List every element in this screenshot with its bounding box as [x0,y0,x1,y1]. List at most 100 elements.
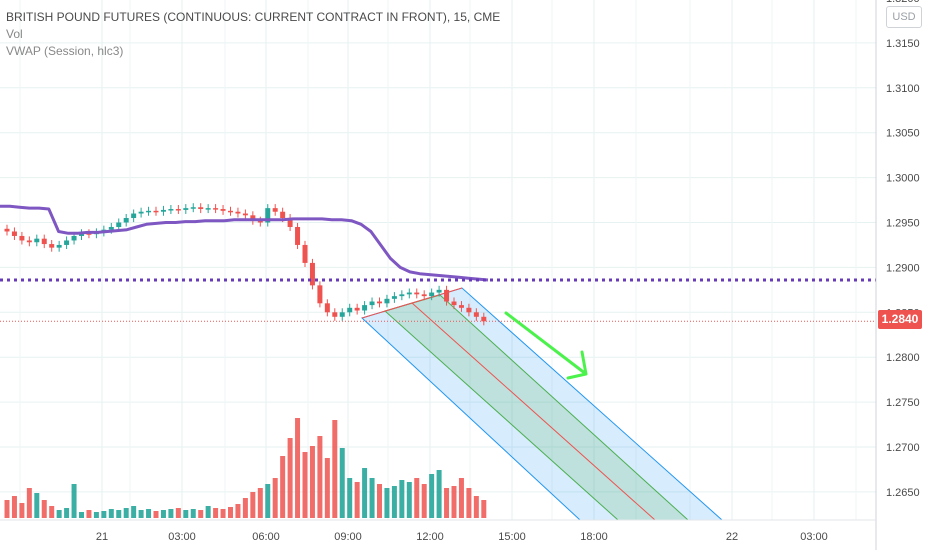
volume-bar [347,478,353,518]
candle-bearish [272,208,278,212]
price-tick-label: 1.3000 [886,173,920,185]
volume-bar [220,509,226,518]
candle-bullish [168,209,174,211]
last-price-tag: 1.2840 [878,310,922,329]
volume-bar [257,488,263,518]
volume-bar [421,484,427,518]
candle-bearish [11,231,17,236]
volume-bar [213,508,219,518]
candle-bearish [332,312,338,317]
channel-median-line [411,302,656,521]
time-tick-label: 12:00 [416,531,444,543]
price-tick-label: 1.2900 [886,262,920,274]
price-tick-label: 1.2950 [886,218,920,230]
candle-bullish [34,238,40,243]
volume-bar [444,488,450,518]
candle-bullish [369,301,375,306]
candle-bearish [287,218,293,227]
candlesticks [4,203,487,326]
price-tick-label: 1.2800 [886,352,920,364]
volume-bar [302,452,308,518]
candle-bullish [71,235,77,241]
currency-button[interactable]: USD [886,6,922,28]
volume-bar [205,506,211,518]
candle-bullish [79,233,84,236]
volume-bar [458,478,464,518]
candle-bullish [391,296,397,299]
candle-bearish [302,244,308,263]
volume-bar [309,446,315,518]
candle-bullish [183,208,189,210]
volume-bar [242,498,248,518]
volume-bar [198,510,204,518]
volume-bar [56,510,62,518]
volume-bar [414,478,420,518]
volume-indicator-label: Vol [6,27,23,41]
candle-bullish [339,312,345,317]
candle-bearish [481,316,487,322]
volume-bar [481,500,487,518]
volume-bar [384,488,390,518]
volume-bar [160,510,166,518]
volume-bar [317,436,323,518]
volume-bar [265,484,271,518]
candle-bullish [406,292,412,295]
price-tick-label: 1.3100 [886,83,920,95]
volume-bar [41,500,47,518]
candle-bullish [429,292,435,297]
volume-bar [11,496,17,518]
candle-bullish [347,307,353,313]
candle-bearish [466,307,472,313]
volume-bar [339,448,345,518]
candle-bullish [384,298,390,304]
volume-bar [295,418,301,518]
volume-bar [324,458,330,518]
candle-bullish [205,208,211,210]
candle-bearish [451,301,457,306]
candle-bullish [131,213,137,219]
volume-bar [429,474,435,518]
time-tick-label: 15:00 [498,531,526,543]
volume-bar [399,480,405,518]
candle-bullish [116,222,122,227]
volume-bars [4,418,487,518]
volume-bar [108,509,114,518]
chart-grid [0,0,876,520]
time-tick-label: 03:00 [800,531,828,543]
volume-bar [183,510,189,518]
volume-bar [153,511,159,518]
candle-bullish [399,294,405,297]
time-tick-label: 06:00 [252,531,280,543]
price-tick-label: 1.2750 [886,397,920,409]
candle-bearish [49,244,55,248]
volume-bar [436,470,442,518]
volume-bar [26,488,32,518]
time-axis-labels: 21 03:00 06:00 09:00 12:00 15:00 18:00 22 03:00 [96,531,828,543]
volume-bar [354,482,360,518]
volume-bar [93,512,99,518]
green-arrow-annotation [504,311,588,380]
volume-bar [34,493,40,518]
volume-bar [332,420,338,518]
volume-bar [473,496,479,518]
price-tick-label: 1.2650 [886,487,920,499]
candle-bearish [235,211,241,214]
candle-bullish [146,210,152,213]
candle-bearish [41,238,47,245]
volume-bar [19,503,25,518]
volume-bar [272,478,278,518]
candle-bearish [317,285,323,304]
candle-bearish [421,294,427,297]
time-tick-label: 18:00 [580,531,608,543]
volume-bar [228,507,233,518]
volume-bar [138,510,144,518]
volume-bar [86,510,92,518]
price-axis-labels: 1.3200 1.3150 1.3100 1.3050 1.3000 1.2950 1.29… [886,0,920,499]
candle-bullish [265,208,271,223]
candle-bearish [414,292,420,295]
candle-bearish [26,240,32,243]
candle-bearish [280,211,286,219]
volume-bar [146,509,152,518]
volume-bar [391,486,397,518]
